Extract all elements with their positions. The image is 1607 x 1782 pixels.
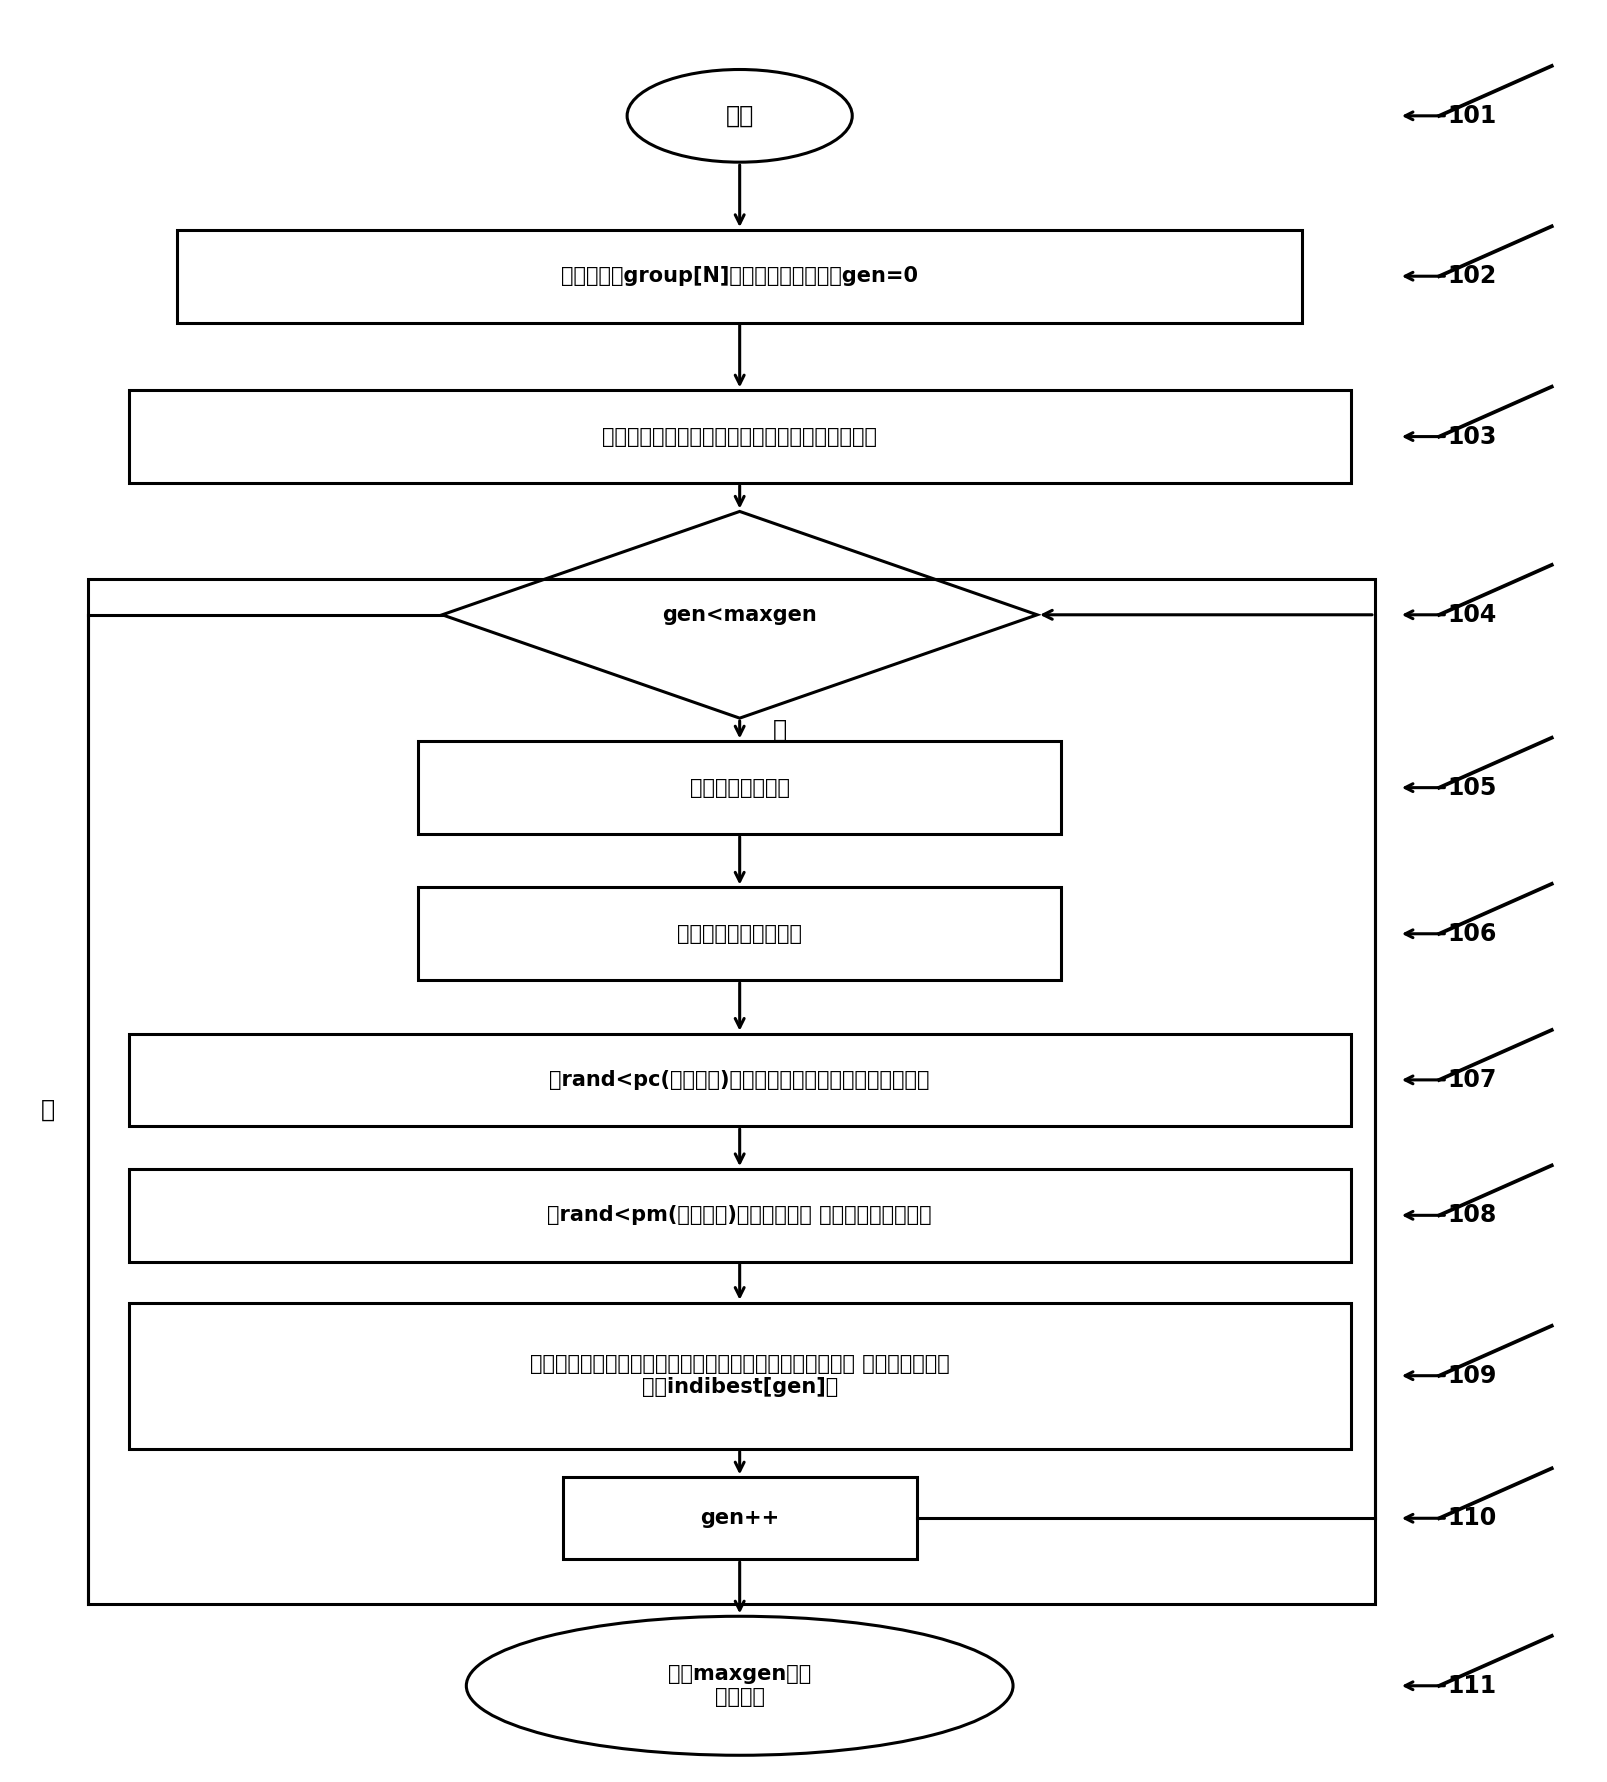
Text: 初始化种群group[N]中个体的各项参数，gen=0: 初始化种群group[N]中个体的各项参数，gen=0 — [561, 266, 918, 287]
Text: 107: 107 — [1446, 1067, 1496, 1092]
Bar — [177, 230, 1302, 323]
Text: gen++: gen++ — [699, 1508, 779, 1529]
Text: 106: 106 — [1446, 921, 1496, 946]
Text: 禁忌搜索进行局部优化: 禁忌搜索进行局部优化 — [677, 923, 802, 944]
Text: 104: 104 — [1446, 602, 1496, 627]
Text: 若rand<pc(交叉概率)，则对任选的两个个体进行两点交叉: 若rand<pc(交叉概率)，则对任选的两个个体进行两点交叉 — [550, 1069, 929, 1091]
Text: 102: 102 — [1446, 264, 1496, 289]
Bar — [129, 1303, 1350, 1449]
Bar — [562, 1477, 916, 1559]
Bar — [418, 741, 1061, 834]
Text: 110: 110 — [1446, 1506, 1496, 1531]
Text: 若rand<pm(变异概率)，则对任选的 一个体进行单点变异: 若rand<pm(变异概率)，则对任选的 一个体进行单点变异 — [546, 1205, 932, 1226]
Bar — [129, 1034, 1350, 1126]
Text: 109: 109 — [1446, 1363, 1496, 1388]
Bar — [88, 579, 1374, 1604]
Text: 103: 103 — [1446, 424, 1496, 449]
Text: 否: 否 — [42, 1098, 55, 1121]
Text: 对种群中的个体按适应度从高到低进行排序，将该代中的第 一个放在结构体
数组indibest[gen]中: 对种群中的个体按适应度从高到低进行排序，将该代中的第 一个放在结构体 数组ind… — [529, 1354, 950, 1397]
Text: gen<maxgen: gen<maxgen — [662, 604, 816, 625]
Text: 111: 111 — [1446, 1673, 1496, 1698]
Text: 是: 是 — [773, 718, 786, 741]
Text: 108: 108 — [1446, 1203, 1496, 1228]
Text: 移动模式序列方法计算每个个体面积代价、适应度: 移动模式序列方法计算每个个体面积代价、适应度 — [601, 426, 877, 447]
Text: 开始: 开始 — [725, 103, 754, 128]
Text: 105: 105 — [1446, 775, 1496, 800]
Bar — [129, 1169, 1350, 1262]
Text: 用轮盘赌进行选择: 用轮盘赌进行选择 — [689, 777, 789, 798]
Bar — [129, 390, 1350, 483]
Text: 101: 101 — [1446, 103, 1496, 128]
Text: 输出maxgen代中
最优结果: 输出maxgen代中 最优结果 — [667, 1664, 812, 1707]
Bar — [418, 887, 1061, 980]
